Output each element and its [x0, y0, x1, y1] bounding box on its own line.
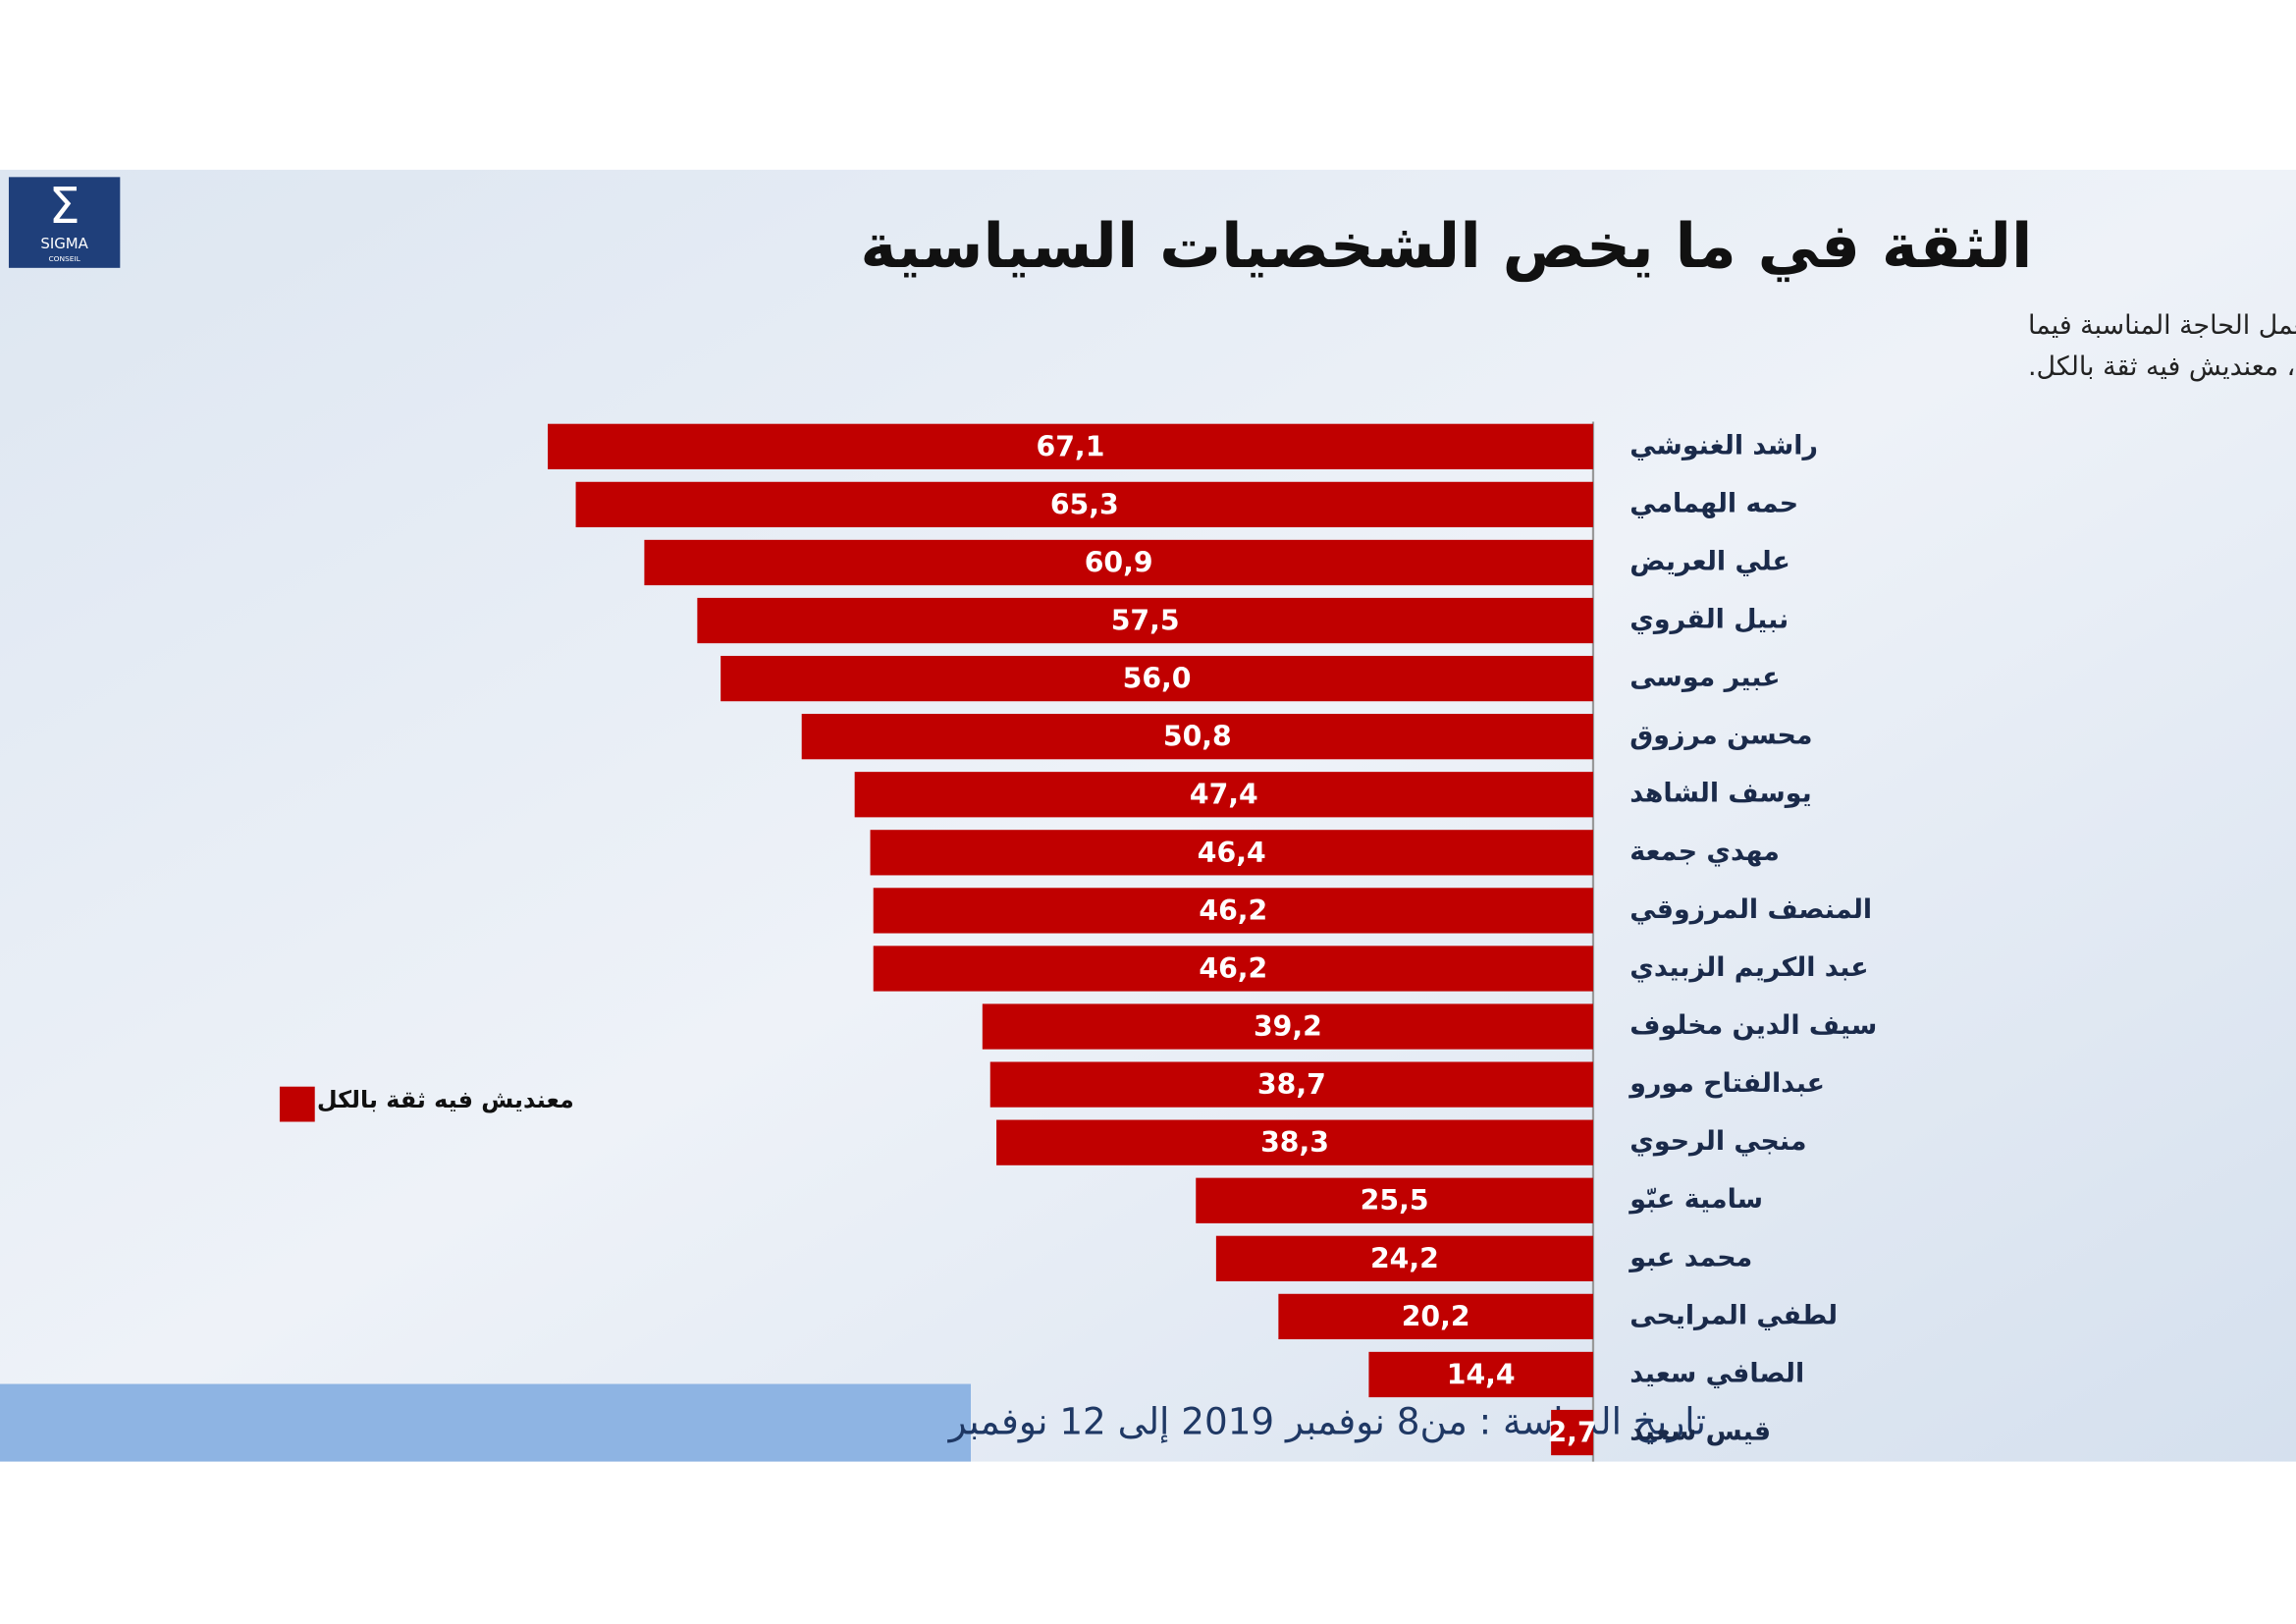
bar [989, 1061, 1593, 1108]
category-label: علي العريض [1629, 546, 1790, 576]
value-label: 67,1 [1037, 430, 1105, 462]
value-label: 57,5 [1111, 605, 1180, 637]
value-label: 24,2 [1370, 1242, 1439, 1274]
bar [575, 481, 1593, 528]
bar [697, 597, 1593, 644]
value-label: 39,2 [1254, 1010, 1322, 1043]
category-label: محسن مرزوق [1629, 721, 1812, 751]
category-label: عبير موسى [1629, 663, 1780, 693]
bar [644, 539, 1593, 586]
category-label: راشد الغنوشي [1629, 430, 1818, 460]
value-label: 46,2 [1199, 952, 1267, 985]
category-label: نبيل القروي [1629, 605, 1789, 635]
bar [873, 888, 1593, 934]
bar [982, 1003, 1593, 1050]
subtitle: يتعلق بالشؤون السياسية و ادارة البلاد؟ ث… [2028, 352, 2296, 382]
category-label: سامية عبّو [1628, 1184, 1763, 1215]
chart-title: الثقة في ما يخص الشخصيات السياسية [860, 210, 2032, 283]
bar [870, 830, 1593, 876]
bar [1551, 1409, 1593, 1456]
category-label: يوسف الشاهد [1629, 779, 1811, 809]
bar [1368, 1351, 1593, 1398]
bar [801, 714, 1593, 760]
bar [873, 946, 1593, 992]
subtitle: من فضلك باش نعطيك مجموعة من القادة السيا… [2028, 310, 2296, 341]
category-label: المنصف المرزوقي [1629, 894, 1872, 925]
value-label: 47,4 [1190, 779, 1258, 811]
bar [547, 423, 1593, 469]
value-label: 46,2 [1199, 894, 1267, 927]
value-label: 25,5 [1361, 1184, 1429, 1217]
category-label: عبدالفتاح مورو [1628, 1068, 1825, 1099]
value-label: 50,8 [1163, 721, 1232, 753]
category-label: قيس سعيد [1629, 1417, 1771, 1447]
logo-sub: CONSEIL [48, 254, 80, 263]
legend-label: معنديش فيه ثقة بالكل [317, 1086, 574, 1113]
value-label: 46,4 [1198, 837, 1266, 869]
value-label: 60,9 [1085, 546, 1153, 578]
value-label: 38,3 [1260, 1126, 1329, 1159]
bar [1196, 1177, 1593, 1223]
logo-name: SIGMA [40, 235, 88, 252]
bar [854, 772, 1593, 818]
category-label: منجي الرحوي [1629, 1126, 1806, 1157]
footer-box [0, 1383, 972, 1462]
value-label: 14,4 [1447, 1358, 1516, 1390]
logo-box [8, 177, 121, 268]
category-label: عبد الكريم الزبيدي [1629, 952, 1868, 983]
category-label: حمه الهمامي [1629, 488, 1798, 518]
category-label: الصافي سعيد [1629, 1358, 1804, 1388]
category-label: سيف الدين مخلوف [1629, 1010, 1877, 1041]
logo-symbol: Σ [49, 177, 80, 235]
category-label: محمد عبو [1628, 1242, 1752, 1272]
value-label: 38,7 [1257, 1068, 1326, 1101]
value-label: 65,3 [1050, 488, 1119, 520]
bar [996, 1119, 1593, 1165]
bar [1215, 1235, 1593, 1281]
legend-swatch [279, 1086, 315, 1122]
category-label: مهدي جمعة [1629, 837, 1780, 867]
value-label: 20,2 [1402, 1300, 1470, 1332]
value-label: 56,0 [1123, 663, 1192, 695]
value-label: 2,7 [1547, 1417, 1596, 1449]
category-label: لطفي المرايحى [1629, 1300, 1838, 1330]
bar [721, 655, 1593, 702]
bar [1278, 1293, 1593, 1340]
